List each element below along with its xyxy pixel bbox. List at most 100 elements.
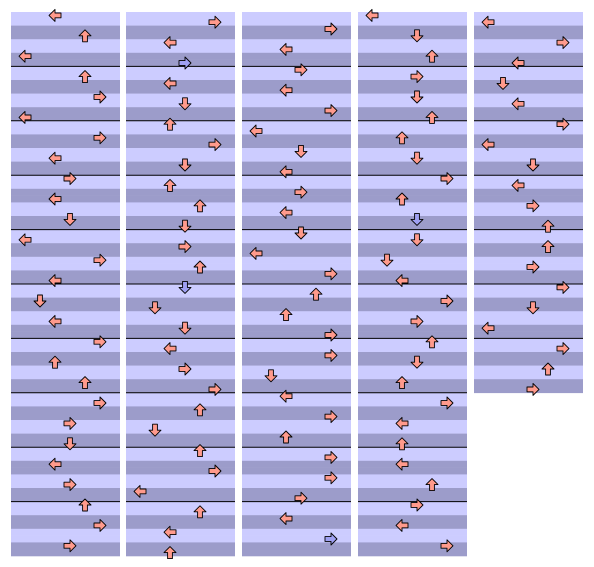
beat-stripe <box>242 80 351 88</box>
beat-stripe <box>358 522 467 530</box>
beat-stripe <box>126 358 235 366</box>
arrow-note-down-icon <box>178 158 192 172</box>
beat-stripe <box>11 202 120 210</box>
beat-stripe <box>126 318 235 326</box>
beat-stripe <box>126 229 235 237</box>
arrow-note-right-icon <box>440 539 454 553</box>
beat-stripe <box>242 297 351 305</box>
arrow-note-left-icon <box>48 8 62 22</box>
beat-stripe <box>126 263 235 271</box>
arrow-note-left-icon <box>511 56 525 70</box>
arrow-note-right-icon <box>324 450 338 464</box>
arrow-note-right-icon <box>324 348 338 362</box>
beat-stripe <box>358 114 467 122</box>
arrow-note-right-icon <box>178 362 192 376</box>
beat-stripe <box>126 80 235 88</box>
arrow-note-down-icon <box>63 212 77 226</box>
beat-stripe <box>242 141 351 149</box>
beat-stripe <box>11 73 120 81</box>
arrow-note-right-icon <box>324 328 338 342</box>
arrow-note-right-icon <box>63 539 77 553</box>
beat-stripe <box>11 522 120 530</box>
beat-stripe <box>358 148 467 156</box>
beat-stripe <box>126 46 235 54</box>
beat-stripe <box>11 501 120 509</box>
beat-stripe <box>474 195 583 203</box>
beat-stripe <box>242 365 351 373</box>
beat-stripe <box>126 379 235 387</box>
beat-stripe <box>474 32 583 40</box>
beat-stripe <box>474 18 583 26</box>
beat-stripe <box>358 454 467 462</box>
arrow-note-left-icon <box>395 457 409 471</box>
beat-stripe <box>358 222 467 230</box>
beat-stripe <box>358 392 467 400</box>
arrow-note-down-icon <box>526 158 540 172</box>
beat-stripe <box>474 222 583 230</box>
beat-stripe <box>358 59 467 67</box>
beat-stripe <box>11 195 120 203</box>
beat-stripe <box>11 297 120 305</box>
arrow-note-down-icon <box>496 76 510 90</box>
arrow-note-down-icon <box>178 321 192 335</box>
arrow-note-up-icon <box>425 335 439 349</box>
beat-stripe <box>126 345 235 353</box>
beat-stripe <box>358 440 467 448</box>
beat-stripe <box>11 304 120 312</box>
arrow-note-up-icon <box>78 29 92 43</box>
beat-stripe <box>358 311 467 319</box>
beat-stripe <box>126 392 235 400</box>
beat-stripe <box>11 127 120 135</box>
arrow-note-right-icon <box>440 294 454 308</box>
arrow-note-up-icon <box>163 546 177 560</box>
beat-stripe <box>242 52 351 60</box>
arrow-note-right-icon <box>324 410 338 424</box>
beat-stripe <box>242 32 351 40</box>
beat-stripe <box>11 25 120 33</box>
arrow-note-left-icon <box>18 233 32 247</box>
beat-stripe <box>474 175 583 183</box>
beat-stripe <box>242 304 351 312</box>
beat-stripe <box>474 80 583 88</box>
beat-stripe <box>11 100 120 108</box>
arrow-note-up-icon <box>279 308 293 322</box>
beat-stripe <box>242 73 351 81</box>
beat-stripe <box>11 454 120 462</box>
arrow-note-right-icon <box>526 199 540 213</box>
beat-stripe <box>11 263 120 271</box>
beat-stripe <box>11 358 120 366</box>
arrow-note-right-icon <box>93 90 107 104</box>
beat-stripe <box>242 93 351 101</box>
beat-stripe <box>11 222 120 230</box>
beat-stripe <box>358 515 467 523</box>
beat-stripe <box>474 39 583 47</box>
arrow-note-up-icon <box>193 444 207 458</box>
arrow-note-down-icon <box>294 226 308 240</box>
beat-stripe <box>474 134 583 142</box>
beat-stripe <box>11 93 120 101</box>
arrow-note-left-icon <box>511 97 525 111</box>
beat-stripe <box>242 392 351 400</box>
beat-stripe <box>126 18 235 26</box>
beat-stripe <box>126 542 235 550</box>
beat-stripe <box>242 243 351 251</box>
beat-stripe <box>126 454 235 462</box>
beat-stripe <box>126 420 235 428</box>
beat-stripe <box>126 399 235 407</box>
beat-stripe <box>358 229 467 237</box>
beat-stripe <box>126 236 235 244</box>
beat-stripe <box>126 195 235 203</box>
arrow-note-up-icon <box>395 437 409 451</box>
beat-stripe <box>11 528 120 536</box>
beat-stripe <box>474 277 583 285</box>
beat-stripe <box>242 114 351 122</box>
beat-stripe <box>242 277 351 285</box>
beat-stripe <box>358 420 467 428</box>
beat-stripe <box>474 216 583 224</box>
beat-stripe <box>126 501 235 509</box>
beat-stripe <box>126 25 235 33</box>
beat-stripe <box>126 494 235 502</box>
beat-stripe <box>474 352 583 360</box>
beat-stripe <box>11 12 120 20</box>
beat-stripe <box>474 284 583 292</box>
